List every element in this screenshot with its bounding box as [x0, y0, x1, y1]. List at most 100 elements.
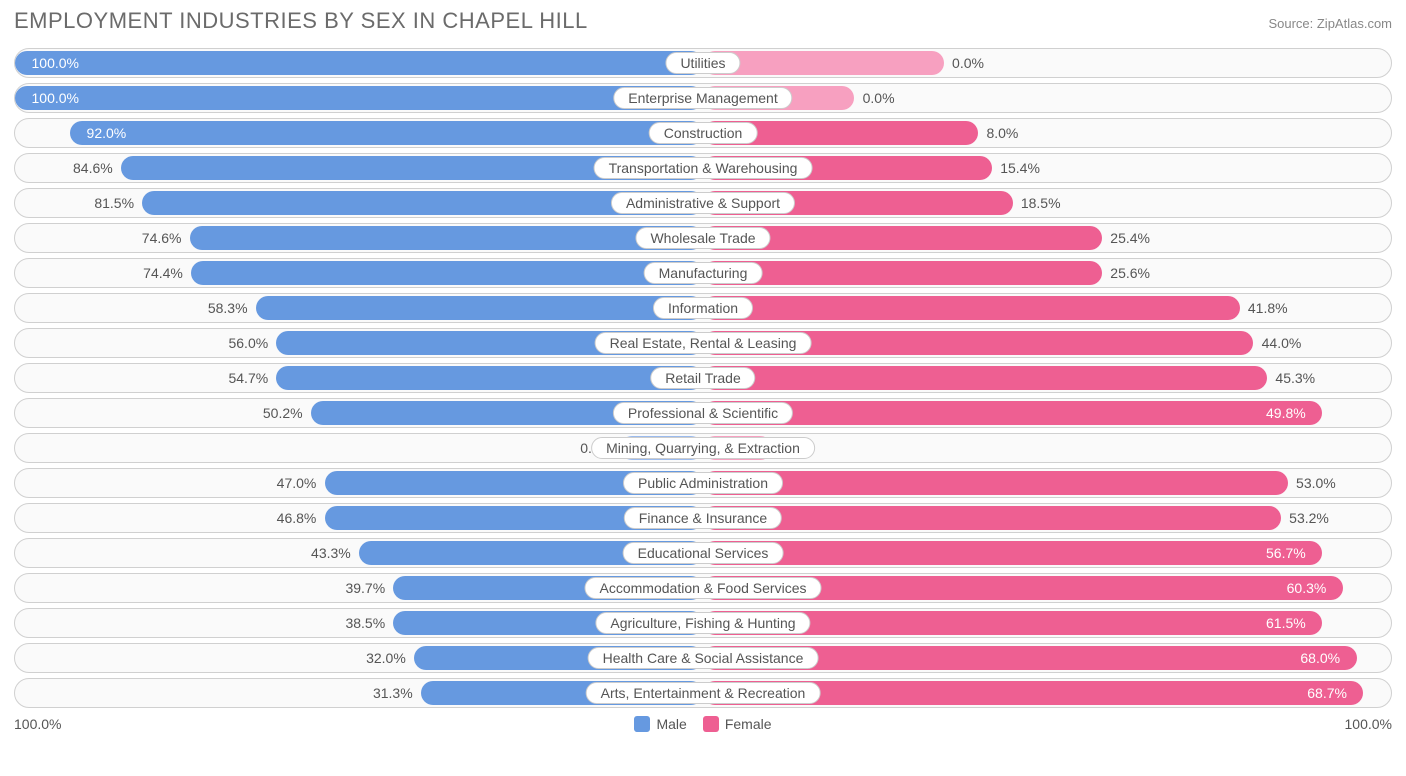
chart-row: 32.0% 68.0% Health Care & Social Assistanc…: [14, 643, 1392, 673]
male-pct-label: 56.0%: [228, 335, 268, 351]
category-label: Public Administration: [623, 472, 783, 494]
female-pct-label: 25.6%: [1110, 265, 1150, 281]
chart-row: 56.0% 44.0% Real Estate, Rental & Leasing: [14, 328, 1392, 358]
chart-row: 74.6% 25.4% Wholesale Trade: [14, 223, 1392, 253]
category-label: Construction: [649, 122, 758, 144]
chart-row: 39.7% 60.3% Accommodation & Food Services: [14, 573, 1392, 603]
male-pct-label: 54.7%: [228, 370, 268, 386]
chart-source: Source: ZipAtlas.com: [1268, 16, 1392, 31]
female-pct-label: 0.0%: [863, 90, 895, 106]
female-pct-label: 68.0%: [1300, 650, 1340, 666]
chart-footer: 100.0% Male Female 100.0%: [14, 716, 1392, 732]
male-pct-label: 74.4%: [143, 265, 183, 281]
male-bar: [276, 366, 703, 390]
male-pct-label: 84.6%: [73, 160, 113, 176]
male-swatch: [634, 716, 650, 732]
male-pct-label: 47.0%: [277, 475, 317, 491]
chart-title: EMPLOYMENT INDUSTRIES BY SEX IN CHAPEL H…: [14, 8, 588, 34]
female-pct-label: 25.4%: [1110, 230, 1150, 246]
legend-female-label: Female: [725, 716, 772, 732]
female-pct-label: 8.0%: [986, 125, 1018, 141]
male-pct-label: 50.2%: [263, 405, 303, 421]
axis-right-label: 100.0%: [1345, 716, 1392, 732]
female-pct-label: 61.5%: [1266, 615, 1306, 631]
legend-male: Male: [634, 716, 686, 732]
category-label: Health Care & Social Assistance: [588, 647, 819, 669]
chart-row: 50.2% 49.8% Professional & Scientific: [14, 398, 1392, 428]
male-bar: [15, 51, 703, 75]
female-pct-label: 45.3%: [1275, 370, 1315, 386]
male-bar: [70, 121, 703, 145]
male-bar: [191, 261, 703, 285]
category-label: Professional & Scientific: [613, 402, 793, 424]
male-pct-label: 81.5%: [94, 195, 134, 211]
legend-male-label: Male: [656, 716, 686, 732]
male-pct-label: 92.0%: [87, 125, 127, 141]
male-bar: [190, 226, 703, 250]
male-pct-label: 38.5%: [345, 615, 385, 631]
chart-row: 54.7% 45.3% Retail Trade: [14, 363, 1392, 393]
category-label: Administrative & Support: [611, 192, 795, 214]
chart-row: 92.0% 8.0% Construction: [14, 118, 1392, 148]
female-bar: [703, 366, 1267, 390]
female-pct-label: 41.8%: [1248, 300, 1288, 316]
female-bar: [703, 471, 1288, 495]
female-pct-label: 15.4%: [1000, 160, 1040, 176]
female-bar: [703, 401, 1322, 425]
category-label: Educational Services: [623, 542, 784, 564]
female-pct-label: 44.0%: [1262, 335, 1302, 351]
female-pct-label: 60.3%: [1287, 580, 1327, 596]
female-pct-label: 18.5%: [1021, 195, 1061, 211]
category-label: Enterprise Management: [613, 87, 792, 109]
category-label: Manufacturing: [644, 262, 763, 284]
chart-row: 100.0% 0.0% Enterprise Management: [14, 83, 1392, 113]
female-bar: [703, 506, 1281, 530]
chart-row: 81.5% 18.5% Administrative & Support: [14, 188, 1392, 218]
female-pct-label: 56.7%: [1266, 545, 1306, 561]
male-pct-label: 100.0%: [32, 90, 79, 106]
chart-row: 38.5% 61.5% Agriculture, Fishing & Hunting: [14, 608, 1392, 638]
category-label: Agriculture, Fishing & Hunting: [595, 612, 810, 634]
legend-female: Female: [703, 716, 772, 732]
chart-row: 43.3% 56.7% Educational Services: [14, 538, 1392, 568]
diverging-bar-chart: 100.0% 0.0% Utilities 100.0% 0.0% Enterprise …: [14, 48, 1392, 708]
chart-row: 31.3% 68.7% Arts, Entertainment & Recreati…: [14, 678, 1392, 708]
female-pct-label: 68.7%: [1307, 685, 1347, 701]
chart-header: EMPLOYMENT INDUSTRIES BY SEX IN CHAPEL H…: [14, 8, 1392, 34]
category-label: Information: [653, 297, 753, 319]
chart-row: 46.8%53.2%Finance & Insurance: [14, 503, 1392, 533]
female-bar: [703, 261, 1102, 285]
male-bar: [256, 296, 703, 320]
chart-row: 58.3% 41.8% Information: [14, 293, 1392, 323]
female-pct-label: 53.2%: [1289, 510, 1329, 526]
legend: Male Female: [634, 716, 771, 732]
female-pct-label: 0.0%: [952, 55, 984, 71]
category-label: Wholesale Trade: [635, 227, 770, 249]
male-bar: [15, 86, 703, 110]
male-pct-label: 100.0%: [32, 55, 79, 71]
chart-row: 100.0% 0.0% Utilities: [14, 48, 1392, 78]
female-bar: [703, 296, 1240, 320]
male-pct-label: 39.7%: [345, 580, 385, 596]
category-label: Real Estate, Rental & Leasing: [595, 332, 812, 354]
female-swatch: [703, 716, 719, 732]
female-pct-label: 53.0%: [1296, 475, 1336, 491]
chart-row: 47.0% 53.0% Public Administration: [14, 468, 1392, 498]
axis-left-label: 100.0%: [14, 716, 61, 732]
female-pct-label: 49.8%: [1266, 405, 1306, 421]
category-label: Retail Trade: [650, 367, 755, 389]
category-label: Arts, Entertainment & Recreation: [586, 682, 821, 704]
male-pct-label: 31.3%: [373, 685, 413, 701]
male-pct-label: 74.6%: [142, 230, 182, 246]
chart-row: 74.4% 25.6% Manufacturing: [14, 258, 1392, 288]
male-pct-label: 43.3%: [311, 545, 351, 561]
category-label: Transportation & Warehousing: [594, 157, 813, 179]
chart-row: 84.6% 15.4% Transportation & Warehousing: [14, 153, 1392, 183]
male-pct-label: 58.3%: [208, 300, 248, 316]
male-pct-label: 32.0%: [366, 650, 406, 666]
female-bar: [703, 541, 1322, 565]
category-label: Utilities: [665, 52, 740, 74]
category-label: Mining, Quarrying, & Extraction: [591, 437, 815, 459]
category-label: Accommodation & Food Services: [585, 577, 822, 599]
chart-row: 0.0%0.0%Mining, Quarrying, & Extraction: [14, 433, 1392, 463]
